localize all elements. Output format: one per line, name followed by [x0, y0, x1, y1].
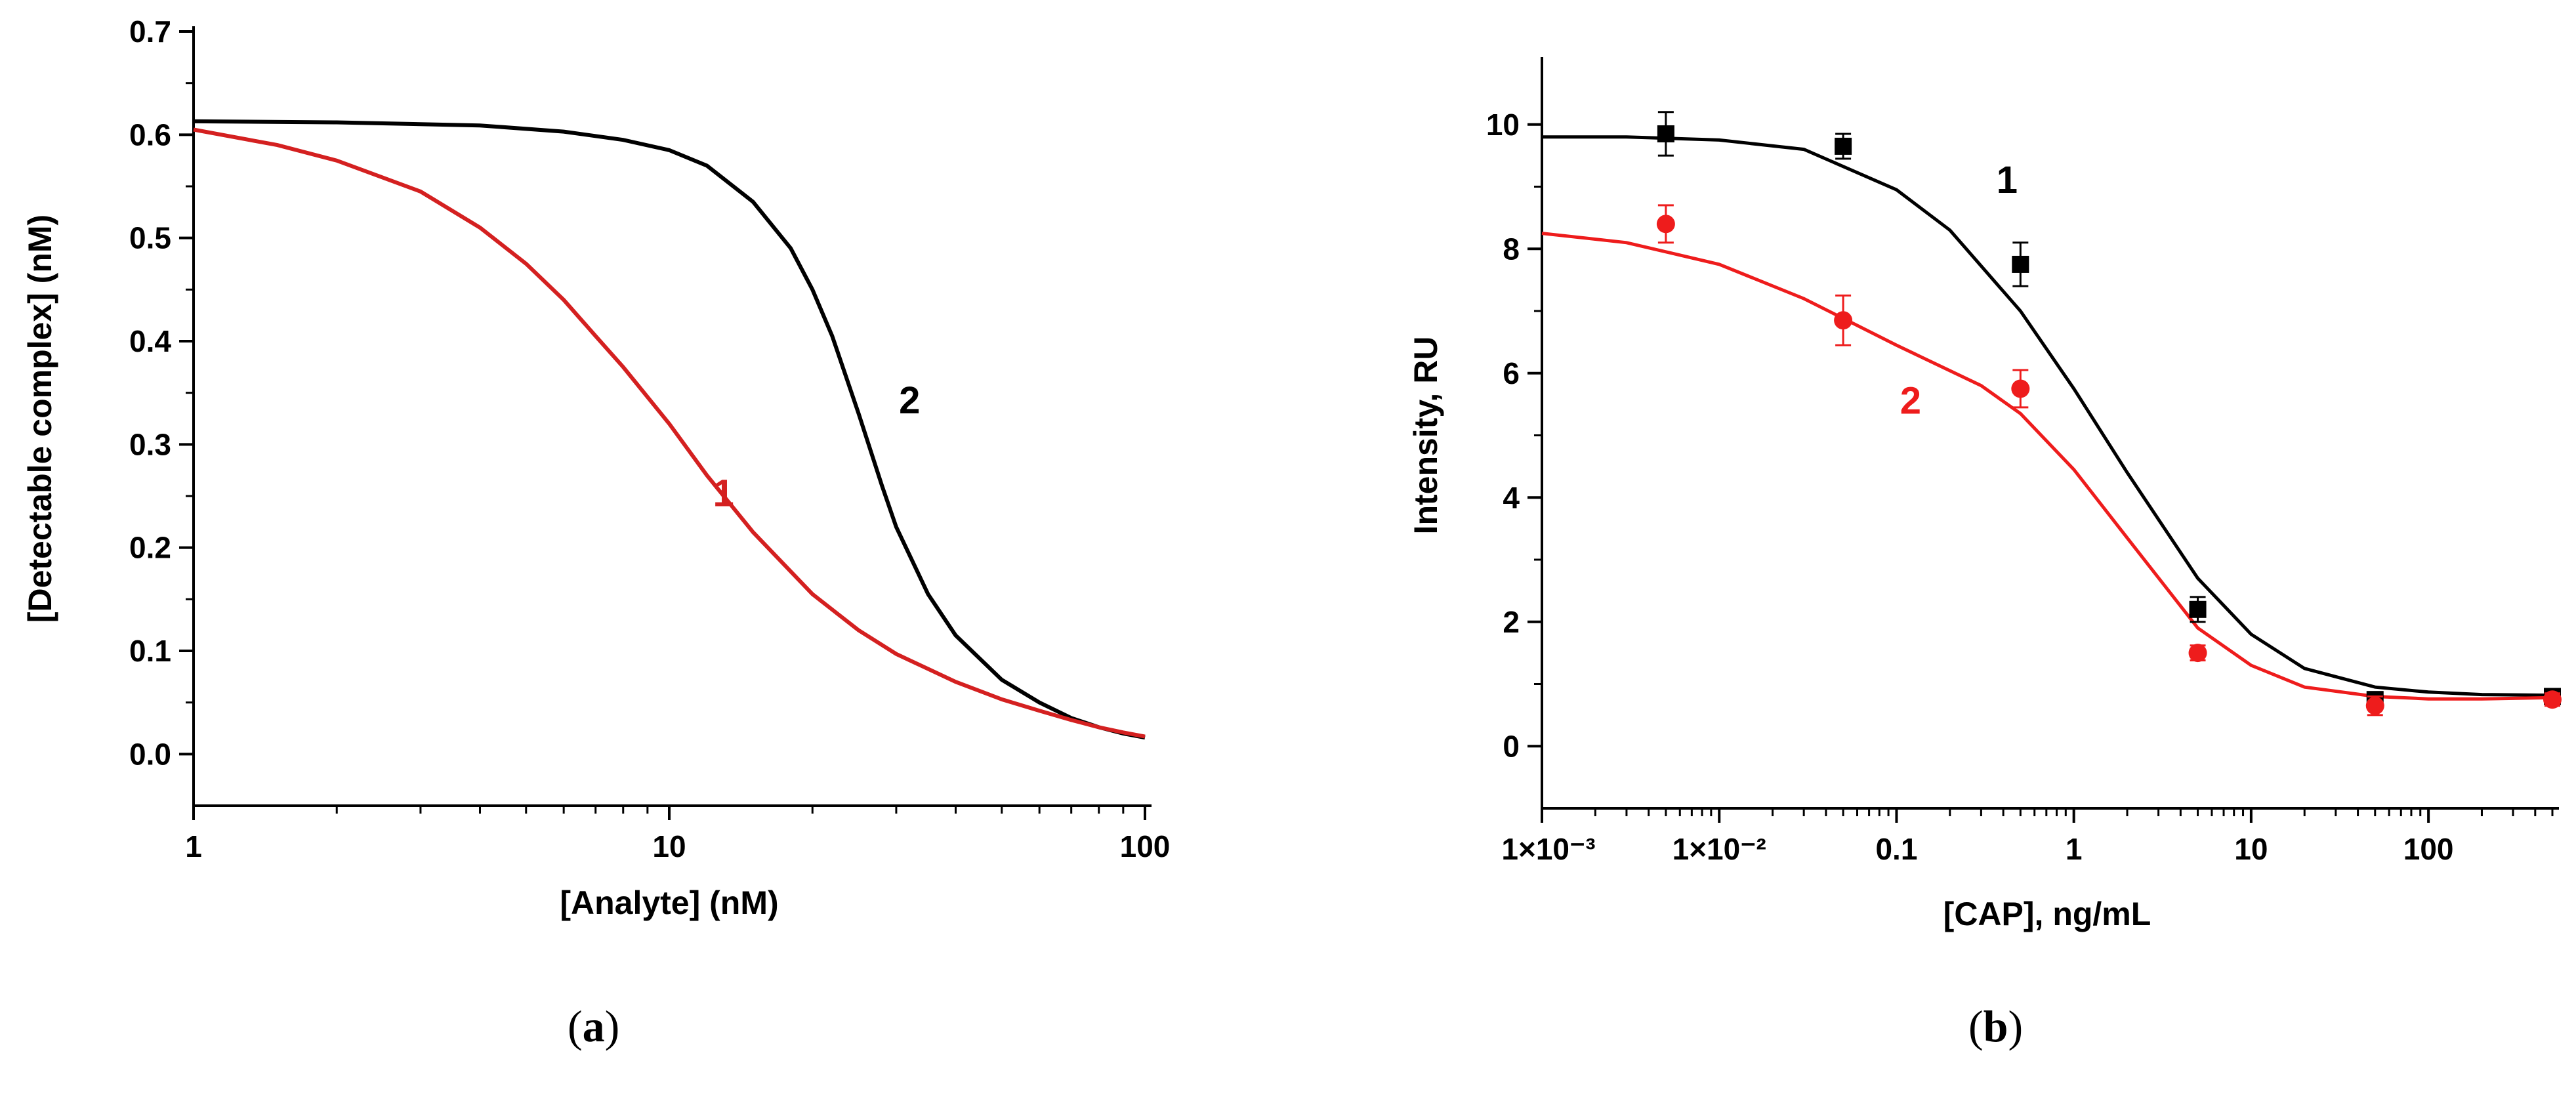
chart-panel-a: 0.0 0.1 0.2 0.3 0.4 0.5 0.6 0.7 1 10 100 [Analyte] …	[22, 14, 1170, 921]
x-tick-label: 1×10⁻²	[1672, 832, 1766, 866]
panel-label-a: (a)	[568, 1001, 620, 1051]
series-2-point	[2011, 379, 2030, 398]
series-2-label: 2	[899, 379, 920, 422]
y-tick-label: 0.2	[129, 531, 171, 565]
series-2-point	[2543, 690, 2562, 709]
y-tick-label: 8	[1503, 232, 1520, 266]
series-1-point	[2012, 255, 2029, 273]
x-tick-label: 10	[2234, 832, 2268, 866]
y-tick-label: 0.7	[129, 14, 171, 49]
x-axis-label: [Analyte] (nM)	[560, 884, 778, 921]
series-1-label: 1	[713, 472, 734, 515]
y-tick-label: 4	[1503, 480, 1520, 514]
y-tick-label: 10	[1486, 108, 1520, 142]
series-1-point	[1657, 125, 1674, 142]
x-tick-label: 100	[1120, 829, 1171, 863]
y-tick-label: 2	[1503, 605, 1520, 639]
series-2-point	[1834, 311, 1853, 330]
panel-label-b: (b)	[1968, 1001, 2024, 1051]
y-tick-label: 0	[1503, 729, 1520, 763]
x-tick-label: 1	[185, 829, 202, 863]
x-tick-label: 10	[652, 829, 686, 863]
series-2-label: 2	[1900, 379, 1921, 422]
y-tick-label: 0.5	[129, 221, 171, 255]
x-tick-label: 100	[2403, 832, 2454, 866]
x-tick-label: 1×10⁻³	[1501, 832, 1595, 866]
series-2-point	[2365, 696, 2384, 715]
x-axis-label: [CAP], ng/mL	[1943, 896, 2151, 932]
y-tick-label: 0.4	[129, 324, 171, 358]
x-tick-label: 1	[2066, 832, 2083, 866]
series-1-point	[2189, 600, 2207, 618]
series-1-fit-line	[1542, 135, 2553, 697]
series-1-point	[1835, 137, 1852, 155]
y-axis-label: Intensity, RU	[1407, 337, 1444, 535]
series-2-point	[1656, 215, 1675, 234]
series-2-point	[2188, 644, 2207, 663]
y-tick-label: 0.1	[129, 634, 171, 668]
x-tick-label: 0.1	[1875, 832, 1917, 866]
series-1-line	[193, 127, 1146, 739]
y-tick-label: 0.3	[129, 427, 171, 461]
y-tick-label: 6	[1503, 356, 1520, 390]
y-tick-label: 0.6	[129, 117, 171, 152]
y-tick-label: 0.0	[129, 737, 171, 771]
series-2-line	[193, 119, 1146, 740]
series-2-fit-line	[1541, 232, 2553, 701]
y-axis-label: [Detectable complex] (nM)	[22, 215, 58, 623]
series-1-label: 1	[1997, 159, 2018, 201]
chart-panel-b: 0 2 4 6 8 10 1×10⁻³ 1×10⁻² 0.1 1 10 100 [CAP], ng/mL…	[1407, 57, 2562, 932]
